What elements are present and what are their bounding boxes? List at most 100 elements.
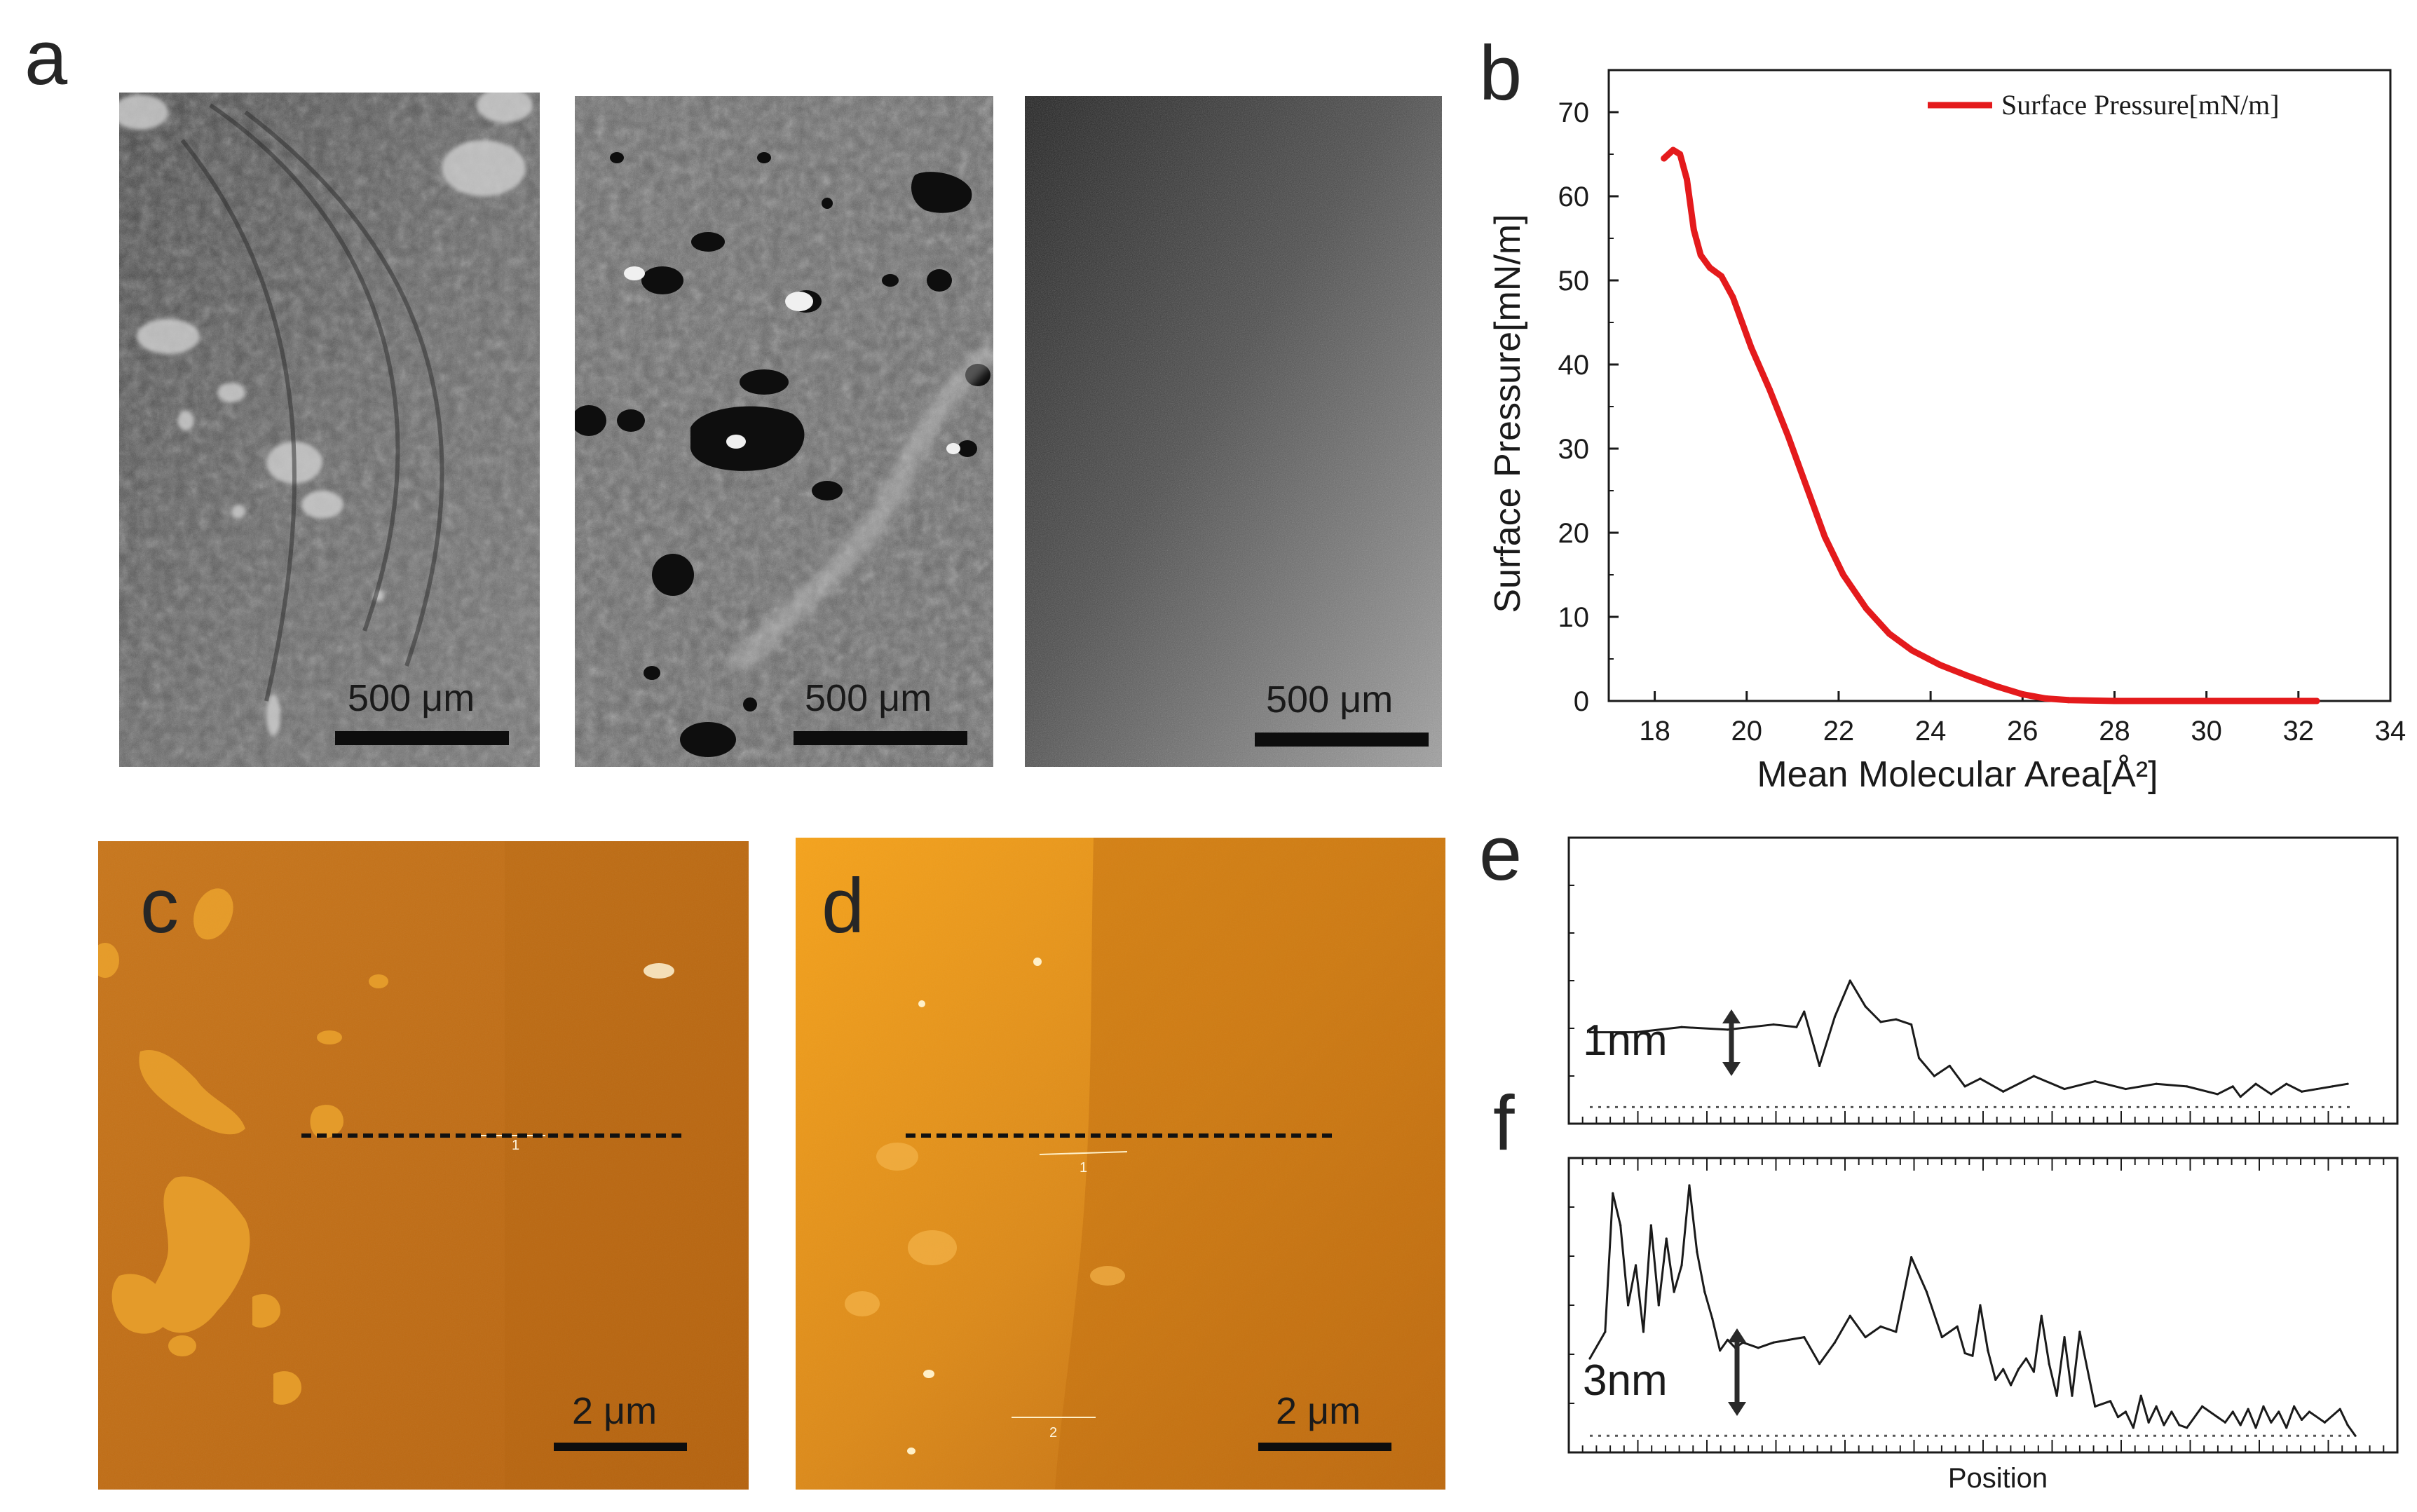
bam-image-2 bbox=[575, 96, 993, 767]
profile-point bbox=[2278, 1410, 2280, 1413]
profile-point bbox=[2063, 1087, 2066, 1091]
profile-chart-f: 3nm Position bbox=[1567, 1157, 2399, 1494]
panel-b-letter: b bbox=[1479, 30, 1522, 116]
scale-label-c: 2 μm bbox=[572, 1390, 657, 1432]
profile-point bbox=[1833, 1015, 1837, 1019]
x-tick-label: 32 bbox=[2283, 716, 2315, 747]
series-line-surface-pressure bbox=[1661, 147, 2320, 704]
profile-point bbox=[1649, 1224, 1652, 1227]
data-point bbox=[1670, 147, 1677, 154]
profile-point bbox=[1726, 1338, 1729, 1341]
profile-point bbox=[1910, 1256, 1913, 1259]
profile-point bbox=[2155, 1082, 2158, 1085]
data-point bbox=[1677, 151, 1684, 158]
y-tick-label: 30 bbox=[1558, 434, 1590, 465]
profile-point bbox=[1987, 1349, 1989, 1352]
profile-point bbox=[1619, 1224, 1622, 1227]
profile-point bbox=[2163, 1424, 2165, 1426]
profile-point bbox=[2285, 1426, 2288, 1429]
panel-a-letter: a bbox=[25, 15, 68, 101]
profile-point bbox=[2078, 1330, 2081, 1333]
profile-point bbox=[2132, 1426, 2135, 1429]
profile-point bbox=[1627, 1304, 1630, 1307]
x-tick-label: 24 bbox=[1915, 716, 1947, 747]
data-point bbox=[2042, 695, 2049, 702]
profile-point bbox=[1895, 1330, 1898, 1333]
data-point bbox=[2313, 697, 2320, 704]
data-point bbox=[1718, 273, 1725, 280]
profile-point bbox=[2116, 1416, 2120, 1419]
y-tick-label: 40 bbox=[1558, 350, 1590, 381]
profile-point bbox=[2071, 1394, 2074, 1397]
profile-point bbox=[1818, 1064, 1821, 1068]
data-point bbox=[1690, 226, 1697, 233]
profile-point bbox=[2063, 1336, 2066, 1339]
profile-point bbox=[2331, 1085, 2334, 1088]
profile-point bbox=[2308, 1410, 2311, 1413]
scale-bar-a3 bbox=[1255, 733, 1429, 747]
x-tick-label: 34 bbox=[2375, 716, 2406, 747]
profile-point bbox=[2231, 1410, 2234, 1413]
profile-point bbox=[1680, 1026, 1683, 1028]
y-tick-label: 60 bbox=[1558, 182, 1590, 212]
data-point bbox=[1886, 630, 1893, 637]
panel-e-letter: e bbox=[1479, 810, 1522, 897]
profile-point bbox=[1588, 1031, 1591, 1034]
profile-point bbox=[1879, 1021, 1882, 1023]
data-point bbox=[1748, 344, 1755, 351]
step-arrow-head-down bbox=[1722, 1062, 1741, 1076]
scale-bar-a2 bbox=[794, 731, 967, 745]
data-point bbox=[1992, 682, 1999, 689]
y-tick-label: 10 bbox=[1558, 602, 1590, 633]
data-point bbox=[1766, 386, 1773, 393]
profile-point bbox=[2094, 1405, 2097, 1408]
step-label: 3nm bbox=[1583, 1356, 1668, 1405]
x-axis-label-position: Position bbox=[1948, 1463, 2048, 1494]
panel-d-letter: d bbox=[822, 863, 864, 949]
profile-point bbox=[2109, 1400, 2112, 1403]
y-axis-label: Surface Pressure[mN/m] bbox=[1487, 214, 1528, 613]
profile-point bbox=[1680, 1264, 1683, 1267]
y-tick-label: 70 bbox=[1558, 97, 1590, 128]
scale-label-a1: 500 μm bbox=[348, 677, 475, 719]
profile-point bbox=[1612, 1192, 1614, 1194]
profile-point bbox=[1895, 1018, 1898, 1021]
profile-point bbox=[1979, 1077, 1982, 1080]
data-point bbox=[1684, 176, 1690, 183]
profile-point bbox=[2017, 1368, 2020, 1370]
profile-point bbox=[2216, 1093, 2219, 1096]
data-point bbox=[1697, 252, 1704, 259]
profile-point bbox=[2032, 1075, 2035, 1077]
profile-point bbox=[1772, 1023, 1775, 1026]
profile-point bbox=[1956, 1325, 1959, 1328]
profile-point bbox=[1634, 1031, 1638, 1034]
profile-point bbox=[1925, 1290, 1928, 1293]
y-tick-label: 20 bbox=[1558, 518, 1590, 549]
isotherm-chart: 18 20 22 24 26 28 30 32 34 0 10 20 30 40 50 60 70 Mean Mo… bbox=[1487, 69, 2406, 795]
data-point bbox=[2203, 697, 2210, 704]
profile-point bbox=[1711, 1317, 1714, 1320]
profile-point bbox=[2293, 1405, 2296, 1408]
marker-d-2: 2 bbox=[1049, 1425, 1057, 1441]
data-point bbox=[1840, 571, 1846, 578]
panel-f-letter: f bbox=[1493, 1080, 1515, 1166]
scale-label-a2: 500 μm bbox=[805, 677, 932, 719]
data-point bbox=[1738, 319, 1745, 326]
profile-point bbox=[1688, 1184, 1691, 1187]
x-tick-label: 20 bbox=[1731, 716, 1763, 747]
data-point bbox=[1936, 661, 1943, 668]
data-point bbox=[2065, 697, 2072, 704]
profile-point bbox=[2155, 1405, 2158, 1408]
data-point bbox=[1909, 647, 1916, 654]
profile-point bbox=[1818, 1363, 1821, 1365]
profile-point bbox=[1788, 1338, 1790, 1341]
profile-point bbox=[2270, 1093, 2273, 1096]
step-arrow-head-up bbox=[1722, 1009, 1741, 1023]
profile-point bbox=[1879, 1325, 1882, 1328]
profile-point bbox=[2170, 1410, 2173, 1413]
profile-point bbox=[2178, 1424, 2181, 1426]
profile-point bbox=[2262, 1405, 2265, 1408]
profile-point bbox=[1795, 1026, 1798, 1028]
data-point bbox=[1863, 605, 1870, 612]
